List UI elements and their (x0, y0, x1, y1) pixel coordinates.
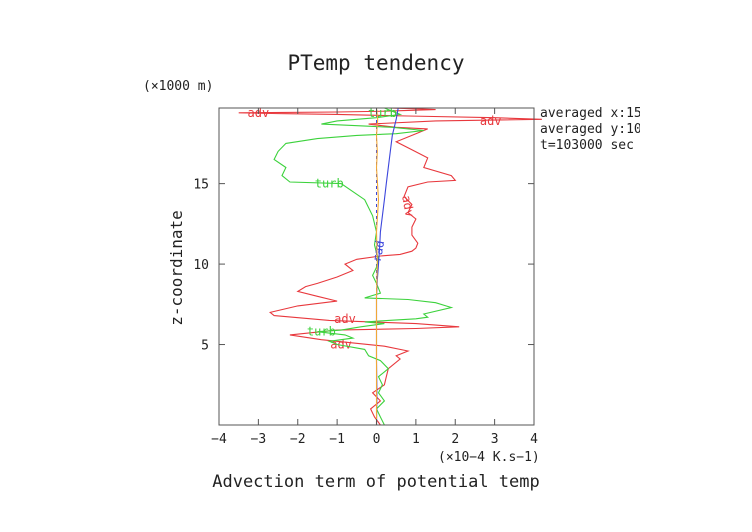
y-tick-label: 10 (193, 258, 209, 273)
series-label-adv: adv (334, 312, 356, 326)
x-tick-label: 0 (373, 432, 381, 447)
y-unit-label: (×1000 m) (143, 79, 213, 94)
annotation-averaged-x: averaged x:15 (540, 106, 642, 121)
annotation-clip (640, 100, 752, 160)
series-label-turb: turb (315, 177, 344, 191)
x-unit-label: (×10−4 K.s−1) (438, 450, 540, 465)
series-label-adv: adv (480, 114, 502, 128)
y-tick-label: 15 (193, 178, 209, 193)
series-label-turb: turb (368, 106, 397, 120)
series-label-turb: turb (307, 325, 336, 339)
x-tick-label: −2 (290, 432, 306, 447)
annotation-averaged-y: averaged y:10 (540, 122, 642, 137)
series-line-turb (273, 107, 454, 426)
series-label-adv: adv (330, 338, 352, 352)
series-label-rad: rad (370, 239, 388, 263)
series-label-adv: adv (399, 194, 417, 218)
x-tick-label: −3 (251, 432, 267, 447)
y-axis-label: z-coordinate (167, 210, 186, 326)
x-tick-label: 2 (451, 432, 459, 447)
x-tick-label: 1 (412, 432, 420, 447)
series-line-diff (375, 107, 380, 425)
y-tick-label: 5 (201, 339, 209, 354)
x-tick-label: 4 (530, 432, 538, 447)
x-tick-label: −4 (211, 432, 227, 447)
x-tick-label: 3 (491, 432, 499, 447)
chart-title: PTemp tendency (287, 51, 464, 75)
series-line-rad (375, 107, 399, 426)
series-line-adv (238, 107, 542, 426)
x-axis-label: Advection term of potential temp (212, 472, 540, 492)
x-tick-label: −1 (329, 432, 345, 447)
annotation-time: t=103000 sec (540, 138, 634, 153)
